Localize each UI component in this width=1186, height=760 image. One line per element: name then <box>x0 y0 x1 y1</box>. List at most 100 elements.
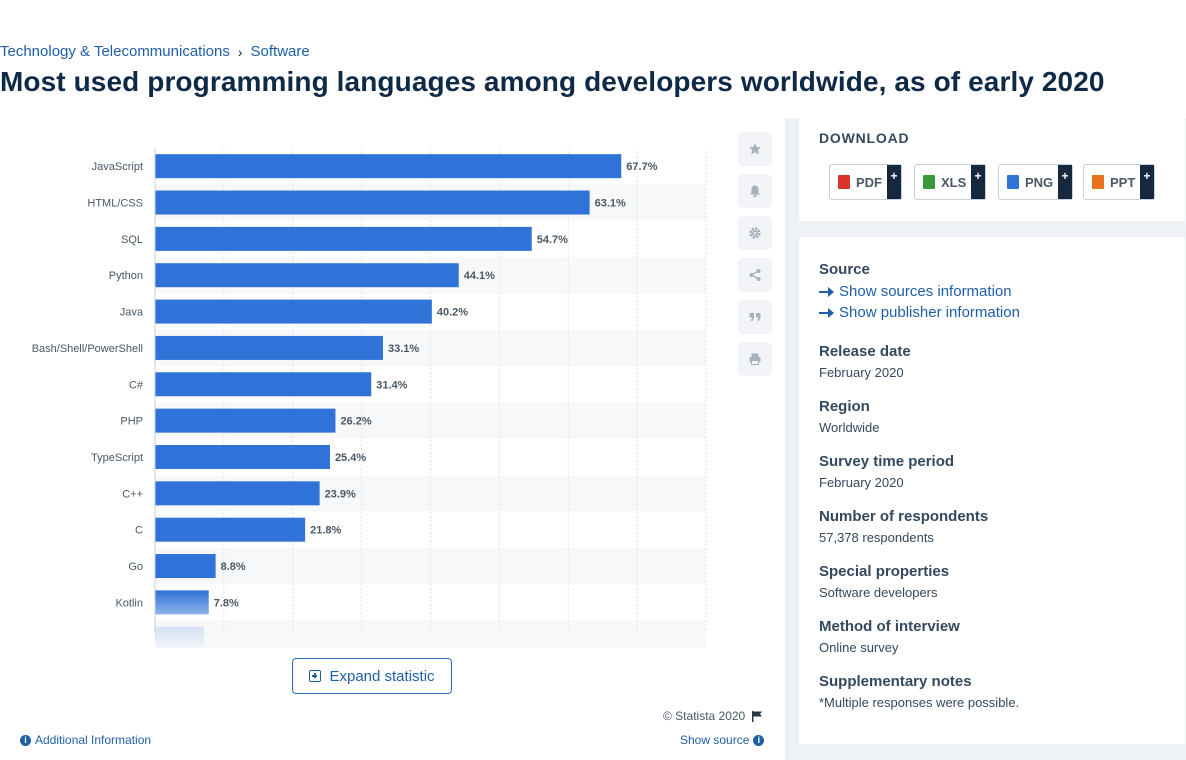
survey-period-label: Survey time period <box>819 453 955 470</box>
bar[interactable] <box>155 372 372 397</box>
arrow-right-icon <box>819 286 834 297</box>
ppt-file-icon <box>1092 175 1104 189</box>
notification-button[interactable] <box>738 174 772 208</box>
truncated-bar <box>155 626 204 648</box>
data-label: 67.7% <box>626 161 657 173</box>
chart-card: JavaScript 67.7% HTML/CSS 63.1% SQL 54.7% Pyth… <box>0 118 785 760</box>
interview-method-label: Method of interview <box>819 618 960 635</box>
png-file-icon <box>1007 175 1019 189</box>
bar[interactable] <box>155 590 209 615</box>
plus-icon[interactable]: + <box>1058 165 1072 199</box>
quote-icon <box>749 313 761 321</box>
bar[interactable] <box>155 481 320 506</box>
category-label: Java <box>120 307 144 319</box>
download-format-label: PNG <box>1025 174 1054 190</box>
show-sources-label: Show sources information <box>839 283 1012 300</box>
data-label: 21.8% <box>310 525 341 537</box>
bar[interactable] <box>155 517 306 542</box>
bell-icon <box>750 185 760 198</box>
show-publisher-label: Show publisher information <box>839 304 1020 321</box>
interview-method-section: Method of interview Online survey <box>819 618 960 655</box>
bar[interactable] <box>155 154 622 179</box>
bar-chart: JavaScript 67.7% HTML/CSS 63.1% SQL 54.7% Pyth… <box>32 148 707 648</box>
flag-icon[interactable] <box>751 710 763 722</box>
expand-statistic-button[interactable]: Expand statistic <box>292 658 452 694</box>
chart-toolbar <box>738 132 772 384</box>
show-source-link[interactable]: Show source i <box>680 733 765 747</box>
download-format-label: PPT <box>1110 174 1136 190</box>
arrow-right-icon <box>819 307 834 318</box>
share-icon <box>749 269 761 281</box>
show-sources-link[interactable]: Show sources information <box>819 283 1020 300</box>
copyright: © Statista 2020 <box>663 709 763 723</box>
png-download-button[interactable]: PNG + <box>998 164 1073 200</box>
plus-icon[interactable]: + <box>971 165 985 199</box>
bar[interactable] <box>155 554 216 579</box>
header-band <box>0 0 1186 118</box>
release-date-section: Release date February 2020 <box>819 343 911 380</box>
release-date-label: Release date <box>819 343 911 360</box>
survey-period-value: February 2020 <box>819 475 904 490</box>
special-properties-value: Software developers <box>819 585 938 600</box>
special-properties-section: Special properties Software developers <box>819 563 949 600</box>
bar[interactable] <box>155 226 532 251</box>
breadcrumb-subcategory-link[interactable]: Software <box>250 43 310 60</box>
bar[interactable] <box>155 444 330 469</box>
respondents-section: Number of respondents 57,378 respondents <box>819 508 988 545</box>
category-label: TypeScript <box>91 452 143 464</box>
gear-icon <box>749 227 761 239</box>
region-value: Worldwide <box>819 420 880 435</box>
category-label: Go <box>128 561 143 573</box>
print-button[interactable] <box>738 342 772 376</box>
xls-file-icon <box>923 175 935 189</box>
interview-method-value: Online survey <box>819 640 899 655</box>
category-label: Python <box>109 270 143 282</box>
favorite-button[interactable] <box>738 132 772 166</box>
release-date-value: February 2020 <box>819 365 904 380</box>
data-label: 7.8% <box>214 597 239 609</box>
bar[interactable] <box>155 299 432 324</box>
additional-information-link[interactable]: i Additional Information <box>20 733 151 747</box>
data-label: 8.8% <box>221 561 246 573</box>
show-publisher-link[interactable]: Show publisher information <box>819 304 1020 321</box>
category-label: C <box>135 525 143 537</box>
data-label: 40.2% <box>437 307 468 319</box>
page-title: Most used programming languages among de… <box>0 66 1105 97</box>
info-icon: i <box>753 734 765 746</box>
bar[interactable] <box>155 335 383 360</box>
bar[interactable] <box>155 263 459 288</box>
print-icon <box>749 353 761 365</box>
share-button[interactable] <box>738 258 772 292</box>
ppt-download-button[interactable]: PPT + <box>1083 164 1155 200</box>
star-icon <box>749 143 761 155</box>
plus-icon[interactable]: + <box>887 165 901 199</box>
source-section: Source Show sources information Show pub… <box>819 261 1020 321</box>
bar[interactable] <box>155 408 336 433</box>
data-label: 44.1% <box>464 270 495 282</box>
settings-button[interactable] <box>738 216 772 250</box>
supplementary-notes-section: Supplementary notes *Multiple responses … <box>819 673 1019 710</box>
pdf-download-button[interactable]: PDF + <box>829 164 902 200</box>
survey-period-section: Survey time period February 2020 <box>819 453 954 490</box>
download-format-label: XLS <box>941 174 967 190</box>
category-label: Kotlin <box>115 597 143 609</box>
category-label: PHP <box>120 416 143 428</box>
plus-icon[interactable]: + <box>1140 165 1154 199</box>
breadcrumb-category-link[interactable]: Technology & Telecommunications <box>0 43 230 60</box>
data-label: 63.1% <box>595 198 626 210</box>
xls-download-button[interactable]: XLS + <box>914 164 986 200</box>
breadcrumb: Technology & Telecommunications › Softwa… <box>0 43 310 60</box>
pdf-file-icon <box>838 175 850 189</box>
data-label: 23.9% <box>325 488 356 500</box>
region-label: Region <box>819 398 870 415</box>
statistic-info-card: Source Show sources information Show pub… <box>799 237 1185 744</box>
show-source-label: Show source <box>680 733 750 747</box>
source-label: Source <box>819 261 870 278</box>
expand-statistic-label: Expand statistic <box>329 667 435 685</box>
copyright-text: © Statista 2020 <box>663 709 746 723</box>
bar[interactable] <box>155 190 590 215</box>
supplementary-notes-value: *Multiple responses were possible. <box>819 695 1020 710</box>
download-title: DOWNLOAD <box>819 130 910 146</box>
cite-button[interactable] <box>738 300 772 334</box>
data-label: 33.1% <box>388 343 419 355</box>
